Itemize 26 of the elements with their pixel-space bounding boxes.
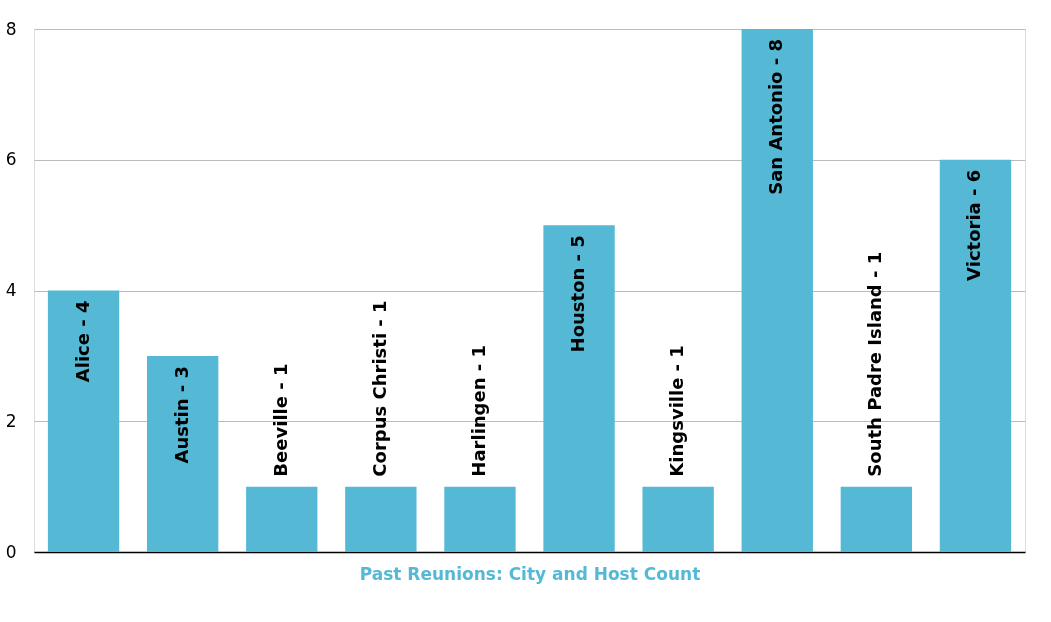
- bar: [246, 486, 318, 552]
- bar: [741, 29, 813, 552]
- y-tick-label: 6: [5, 149, 17, 170]
- x-tick-label: Austin - 3: [170, 365, 192, 464]
- bar: [345, 486, 417, 552]
- x-tick-label: Beeville - 1: [269, 363, 291, 477]
- y-tick-label: 8: [5, 18, 17, 39]
- x-tick-label: Harlingen - 1: [467, 344, 489, 477]
- bar: [146, 355, 219, 552]
- x-tick-label: Alice - 4: [71, 300, 93, 383]
- bar: [939, 159, 1012, 552]
- x-tick-label: Victoria - 6: [963, 169, 985, 281]
- x-tick-label: South Padre Island - 1: [864, 251, 886, 477]
- bar: [47, 290, 120, 552]
- y-tick-label: 2: [5, 410, 17, 431]
- x-tick-label: Kingsville - 1: [666, 345, 688, 477]
- x-tick-label: Corpus Christi - 1: [368, 300, 390, 477]
- x-tick-label: San Antonio - 8: [765, 39, 787, 195]
- x-tick-label: Houston - 5: [567, 235, 589, 353]
- bar: [444, 486, 516, 552]
- bar: [840, 486, 913, 552]
- bar: [543, 225, 615, 552]
- y-tick-label: 4: [5, 280, 17, 300]
- y-tick-label: 0: [5, 541, 17, 562]
- bar: [642, 486, 714, 552]
- x-axis-title: Past Reunions: City and Host Count: [359, 563, 701, 584]
